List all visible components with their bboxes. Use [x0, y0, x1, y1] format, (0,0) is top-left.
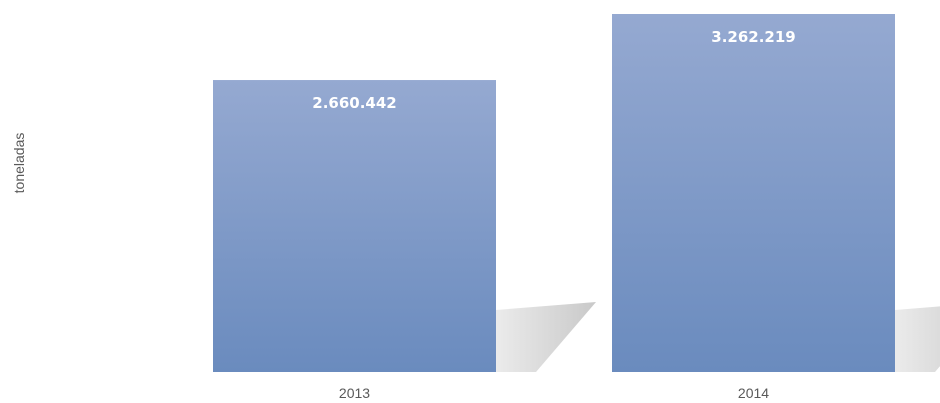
x-tick-label-2014: 2014	[738, 385, 769, 401]
data-label-2014: 3.262.219	[711, 28, 795, 46]
y-axis-label: toneladas	[11, 133, 27, 194]
bar-2013	[213, 80, 496, 372]
data-label-2013: 2.660.442	[312, 94, 396, 112]
x-tick-label-2013: 2013	[339, 385, 370, 401]
bar-shadow-2014	[895, 306, 940, 372]
bar-shadow-2013	[496, 302, 596, 372]
bar-2014	[612, 14, 895, 372]
data-labels: 2.660.442 3.262.219	[312, 28, 795, 112]
x-axis-ticks: 2013 2014	[339, 385, 769, 401]
bars	[213, 14, 895, 372]
bar-shadows	[496, 302, 940, 372]
